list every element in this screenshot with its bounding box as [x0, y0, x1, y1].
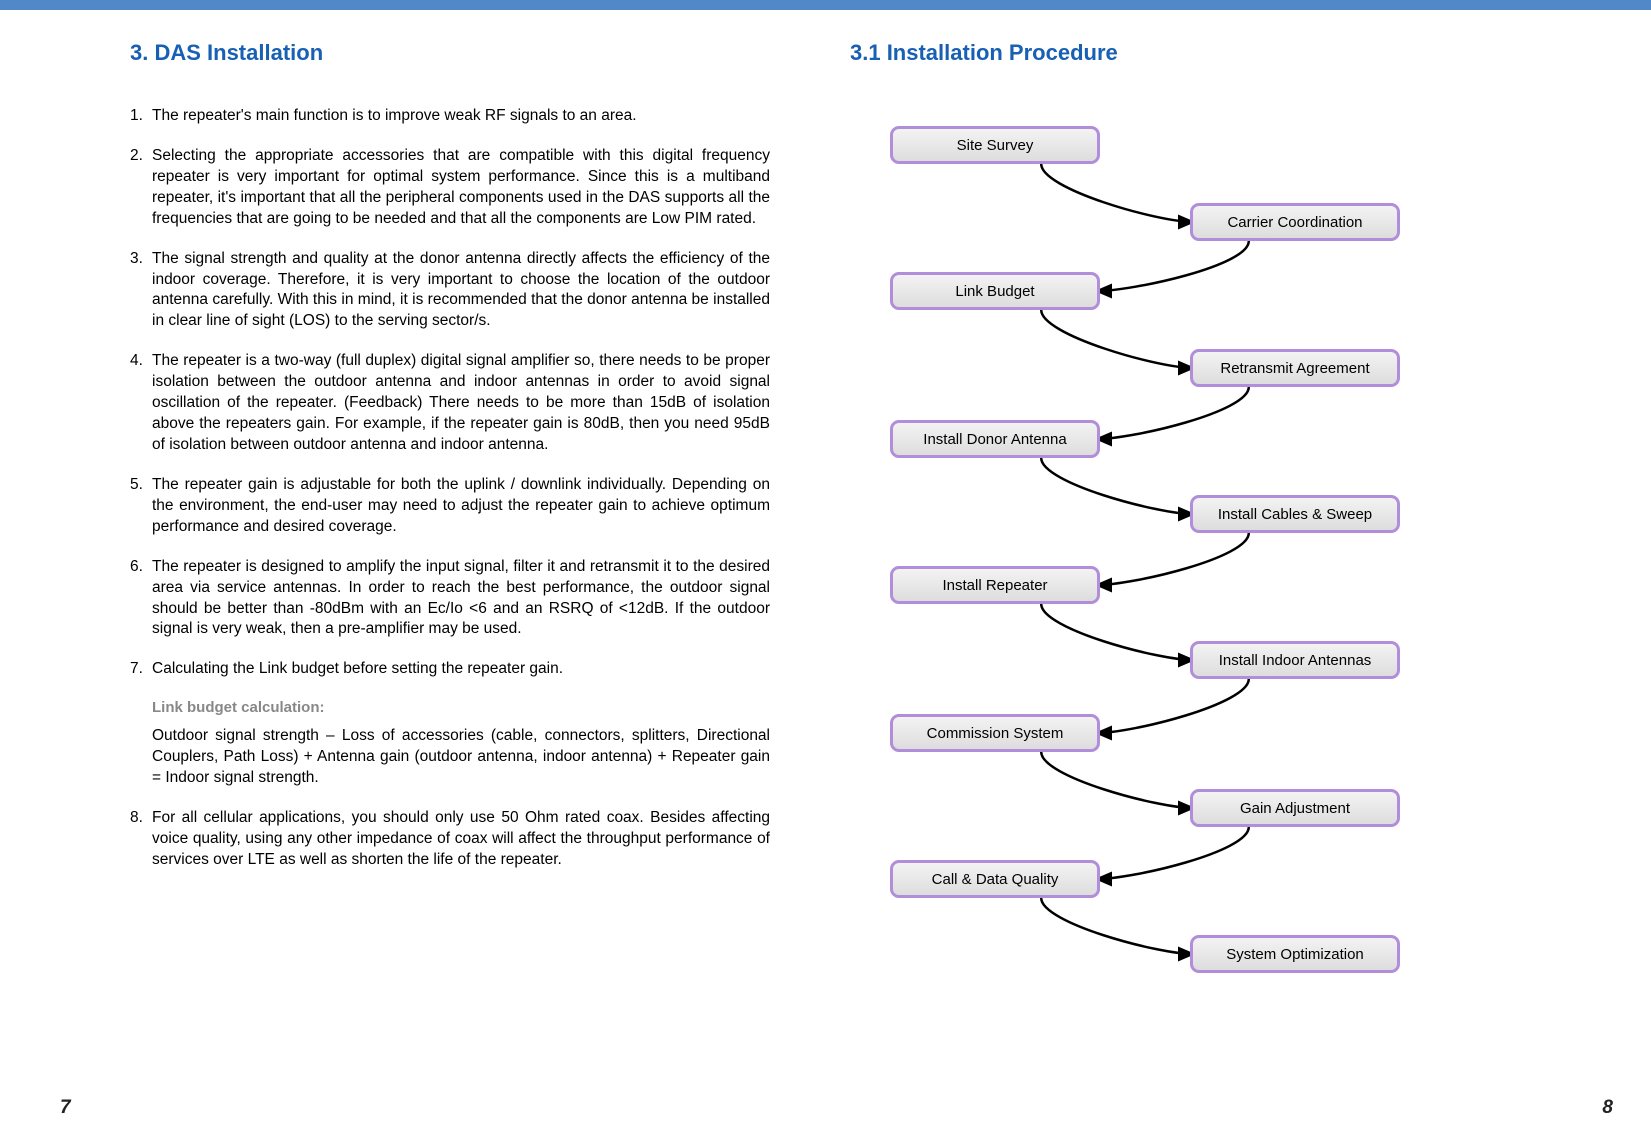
- flowchart: Site Survey Carrier Coordination Link Budg…: [850, 106, 1500, 1066]
- numbered-list: 1.The repeater's main function is to imp…: [130, 106, 770, 680]
- flow-edge: [1097, 387, 1249, 439]
- link-budget-text: Outdoor signal strength – Loss of access…: [152, 726, 770, 789]
- flow-node: Commission System: [890, 714, 1100, 752]
- page-number-right: 8: [1602, 1097, 1613, 1119]
- list-item: 1.The repeater's main function is to imp…: [130, 106, 770, 127]
- flow-edge: [1041, 164, 1193, 222]
- page-number-left: 7: [60, 1097, 71, 1119]
- page-content: 3. DAS Installation 1.The repeater's mai…: [0, 10, 1651, 1066]
- list-number: 8.: [130, 808, 152, 871]
- right-column: 3.1 Installation Procedure Site Survey Ca…: [850, 40, 1591, 1066]
- list-text: Calculating the Link budget before setti…: [152, 659, 770, 680]
- top-bar: [0, 0, 1651, 10]
- flow-node: Site Survey: [890, 126, 1100, 164]
- list-number: 6.: [130, 557, 152, 641]
- flow-node: Link Budget: [890, 272, 1100, 310]
- section-title-right: 3.1 Installation Procedure: [850, 40, 1591, 66]
- list-item: 2.Selecting the appropriate accessories …: [130, 146, 770, 230]
- list-text: The repeater is designed to amplify the …: [152, 557, 770, 641]
- flow-edge: [1097, 533, 1249, 585]
- list-text: The signal strength and quality at the d…: [152, 249, 770, 333]
- flow-edge: [1097, 679, 1249, 733]
- list-number: 4.: [130, 351, 152, 456]
- flow-edge: [1041, 458, 1193, 514]
- flow-edge: [1041, 604, 1193, 660]
- flow-edge: [1097, 827, 1249, 879]
- list-number: 5.: [130, 475, 152, 538]
- section-title-left: 3. DAS Installation: [130, 40, 770, 66]
- list-text: Selecting the appropriate accessories th…: [152, 146, 770, 230]
- list-text: The repeater gain is adjustable for both…: [152, 475, 770, 538]
- flow-node: Install Donor Antenna: [890, 420, 1100, 458]
- list-number: 7.: [130, 659, 152, 680]
- flow-node: Install Indoor Antennas: [1190, 641, 1400, 679]
- list-item: 6.The repeater is designed to amplify th…: [130, 557, 770, 641]
- left-column: 3. DAS Installation 1.The repeater's mai…: [130, 40, 770, 1066]
- list-item: 5.The repeater gain is adjustable for bo…: [130, 475, 770, 538]
- flow-edge: [1041, 752, 1193, 808]
- flow-node: System Optimization: [1190, 935, 1400, 973]
- list-number: 3.: [130, 249, 152, 333]
- flow-node: Carrier Coordination: [1190, 203, 1400, 241]
- flow-node: Call & Data Quality: [890, 860, 1100, 898]
- list-text: The repeater is a two-way (full duplex) …: [152, 351, 770, 456]
- link-budget-label: Link budget calculation:: [152, 699, 770, 716]
- list-number: 2.: [130, 146, 152, 230]
- flow-edge: [1097, 241, 1249, 291]
- list-item: 3.The signal strength and quality at the…: [130, 249, 770, 333]
- flow-edge: [1041, 310, 1193, 368]
- list-number: 1.: [130, 106, 152, 127]
- list-item: 7.Calculating the Link budget before set…: [130, 659, 770, 680]
- flow-node: Install Repeater: [890, 566, 1100, 604]
- flow-node: Retransmit Agreement: [1190, 349, 1400, 387]
- list-item-8: 8. For all cellular applications, you sh…: [130, 808, 770, 871]
- flow-node: Gain Adjustment: [1190, 789, 1400, 827]
- list-item: 4.The repeater is a two-way (full duplex…: [130, 351, 770, 456]
- list-text: The repeater's main function is to impro…: [152, 106, 770, 127]
- list-text: For all cellular applications, you shoul…: [152, 808, 770, 871]
- flow-node: Install Cables & Sweep: [1190, 495, 1400, 533]
- flow-edge: [1041, 898, 1193, 954]
